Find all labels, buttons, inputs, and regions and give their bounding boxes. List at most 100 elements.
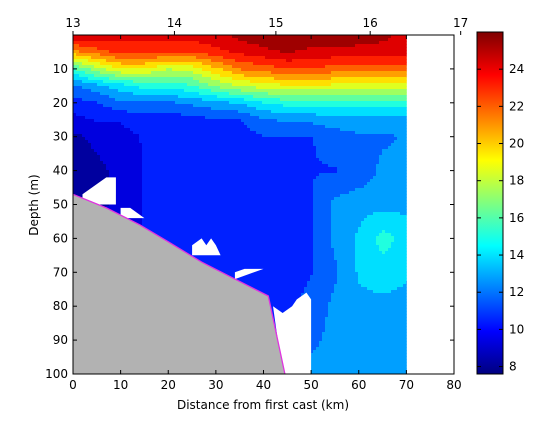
contour-cell [352,137,355,140]
contour-cell [238,98,241,101]
contour-cell [286,122,289,125]
contour-cell [352,131,355,134]
contour-cell [403,164,406,167]
contour-cell [277,125,280,128]
contour-cell [226,110,229,113]
contour-cell [268,110,271,113]
contour-cell [97,107,100,110]
contour-cell [130,125,133,128]
contour-cell [157,35,160,38]
contour-cell [340,50,343,53]
contour-cell [199,167,202,170]
contour-cell [391,146,394,149]
contour-cell [226,47,229,50]
contour-cell [190,131,193,134]
contour-cell [316,83,319,86]
contour-cell [172,95,175,98]
contour-cell [202,41,205,44]
contour-cell [169,59,172,62]
contour-cell [343,98,346,101]
contour-cell [277,86,280,89]
contour-cell [106,164,109,167]
contour-cell [301,56,304,59]
contour-cell [340,107,343,110]
contour-cell [406,53,407,56]
contour-cell [316,77,319,80]
contour-cell [190,164,193,167]
contour-cell [340,38,343,41]
contour-cell [256,83,259,86]
contour-cell [340,74,343,77]
contour-cell [163,95,166,98]
contour-cell [316,38,319,41]
contour-cell [166,41,169,44]
contour-cell [376,113,379,116]
contour-cell [256,164,259,167]
contour-cell [391,131,394,134]
contour-cell [232,68,235,71]
contour-cell [286,92,289,95]
contour-cell [238,47,241,50]
contour-cell [124,128,127,131]
contour-cell [277,68,280,71]
contour-cell [187,98,190,101]
contour-cell [226,89,229,92]
contour-cell [112,83,115,86]
contour-cell [355,59,358,62]
contour-cell [151,131,154,134]
contour-cell [88,143,91,146]
contour-cell [130,59,133,62]
contour-cell [127,152,130,155]
contour-cell [295,92,298,95]
contour-cell [226,131,229,134]
contour-cell [109,38,112,41]
contour-cell [220,68,223,71]
contour-cell [349,98,352,101]
contour-cell [220,86,223,89]
contour-cell [376,95,379,98]
contour-cell [292,101,295,104]
contour-cell [367,56,370,59]
contour-cell [199,101,202,104]
contour-cell [133,110,136,113]
contour-cell [127,47,130,50]
contour-cell [124,68,127,71]
contour-cell [346,149,349,152]
contour-cell [142,152,145,155]
contour-cell [304,128,307,131]
contour-cell [355,65,358,68]
contour-cell [136,68,139,71]
contour-cell [229,122,232,125]
contour-cell [250,143,253,146]
contour-cell [379,140,382,143]
contour-cell [214,116,217,119]
contour-cell [298,143,301,146]
contour-cell [190,35,193,38]
contour-cell [352,146,355,149]
contour-cell [391,155,394,158]
contour-cell [298,164,301,167]
contour-cell [148,128,151,131]
contour-cell [286,89,289,92]
contour-cell [127,158,130,161]
contour-cell [295,80,298,83]
contour-cell [394,107,397,110]
contour-cell [235,98,238,101]
contour-cell [88,65,91,68]
contour-cell [130,167,133,170]
contour-cell [94,146,97,149]
contour-cell [334,119,337,122]
contour-cell [136,128,139,131]
contour-cell [271,56,274,59]
contour-cell [295,86,298,89]
contour-cell [208,122,211,125]
contour-cell [172,110,175,113]
contour-cell [262,143,265,146]
contour-cell [151,140,154,143]
contour-cell [124,98,127,101]
contour-cell [292,35,295,38]
contour-cell [73,137,76,140]
contour-cell [253,35,256,38]
contour-cell [73,146,76,149]
contour-cell [208,131,211,134]
